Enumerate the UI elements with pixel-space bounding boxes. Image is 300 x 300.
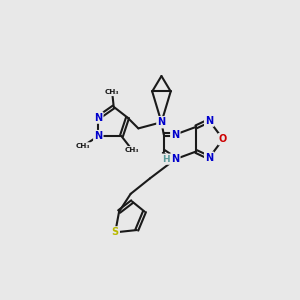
Text: N: N [205,116,213,126]
Text: N: N [94,112,102,123]
Text: O: O [219,134,227,144]
Text: N: N [171,130,179,140]
Text: CH₃: CH₃ [105,89,119,95]
Text: CH₃: CH₃ [125,147,140,153]
Text: N: N [205,153,213,163]
Text: N: N [94,131,102,141]
Text: S: S [112,227,119,237]
Text: CH₃: CH₃ [76,143,90,149]
Text: N: N [158,117,166,127]
Text: H: H [162,155,170,164]
Text: N: N [171,154,179,164]
